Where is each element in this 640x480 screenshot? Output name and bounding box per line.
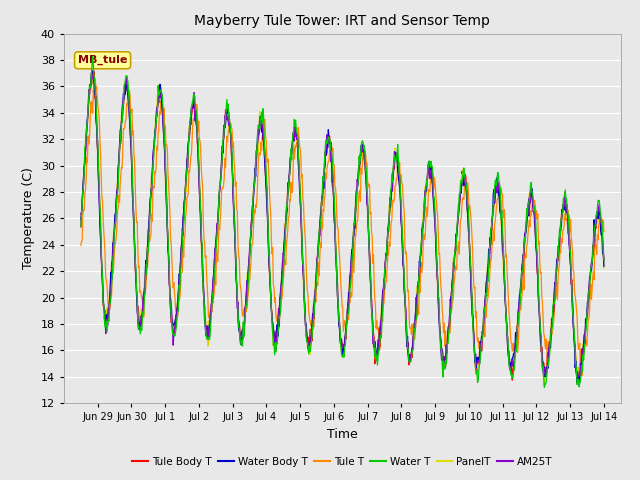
Y-axis label: Temperature (C): Temperature (C) (22, 168, 35, 269)
Text: MB_tule: MB_tule (78, 55, 127, 65)
X-axis label: Time: Time (327, 428, 358, 441)
Legend: Tule Body T, Water Body T, Tule T, Water T, PanelT, AM25T: Tule Body T, Water Body T, Tule T, Water… (128, 453, 557, 471)
Title: Mayberry Tule Tower: IRT and Sensor Temp: Mayberry Tule Tower: IRT and Sensor Temp (195, 14, 490, 28)
